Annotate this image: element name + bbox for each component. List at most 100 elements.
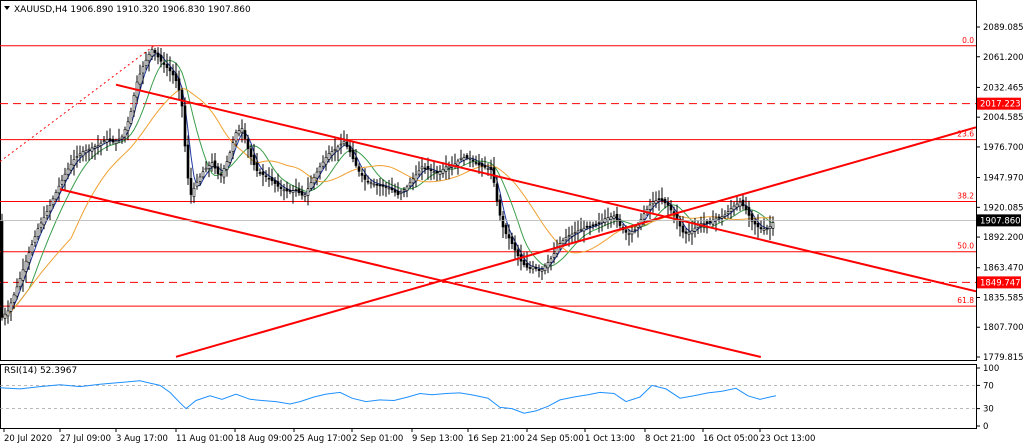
channel-lines[interactable] — [0, 45, 977, 358]
candle-body — [270, 177, 274, 182]
rsi-tick-label: 70 — [983, 381, 994, 391]
candle-body — [537, 269, 541, 271]
candle-body — [582, 227, 586, 232]
candle-body — [663, 199, 667, 204]
trend-line[interactable] — [175, 126, 977, 358]
candle-body — [159, 54, 163, 62]
candle-body — [381, 184, 385, 187]
candle-body — [312, 176, 316, 184]
candle-body — [618, 219, 622, 226]
candle-body — [225, 161, 229, 170]
candle-body — [189, 178, 193, 195]
price-tick-label: 1779.815 — [983, 353, 1024, 363]
candle-body — [510, 236, 514, 244]
candle-body — [294, 189, 298, 191]
candle-body — [198, 176, 202, 182]
candle-body — [402, 189, 406, 192]
candle-body — [765, 228, 769, 231]
candle-body — [120, 136, 124, 140]
fib-level-label: 50.0 — [957, 242, 974, 251]
candle-body — [222, 168, 226, 178]
candle-body — [693, 227, 697, 232]
candle-body — [87, 148, 91, 151]
candle-body — [684, 231, 688, 234]
candle-body — [651, 201, 655, 205]
candle-body — [291, 190, 295, 193]
candle-body — [99, 142, 103, 146]
fibonacci-layer: 0.0 23.6 38.2 50.0 61.8 — [0, 36, 976, 307]
level-price-box — [977, 97, 1021, 110]
candle-body — [342, 140, 346, 145]
candle-body — [552, 253, 556, 258]
candle-body — [522, 260, 526, 265]
candle-body — [708, 221, 712, 223]
candle-body — [258, 172, 262, 174]
price-tick-label: 1863.470 — [983, 264, 1024, 274]
candle-body — [105, 139, 109, 143]
trend-line[interactable] — [115, 83, 977, 293]
candle-body — [360, 172, 364, 176]
candle-body — [624, 229, 628, 233]
time-tick-label: 9 Sep 13:00 — [412, 434, 463, 444]
candle-body — [384, 186, 388, 188]
current-price-label: 1907.860 — [980, 216, 1021, 226]
candle-body — [627, 233, 631, 235]
candle-body — [414, 174, 418, 182]
candle-body — [156, 52, 160, 58]
candle-body — [630, 231, 634, 235]
candle-body — [390, 187, 394, 191]
price-tick-label: 1976.700 — [983, 143, 1024, 153]
time-tick-label: 16 Oct 05:00 — [703, 434, 758, 444]
candle-body — [273, 180, 277, 184]
candle-body — [447, 165, 451, 169]
rsi-line — [0, 380, 777, 414]
candle-body — [378, 184, 382, 187]
time-tick-label: 24 Sep 05:00 — [527, 434, 584, 444]
candle-body — [573, 232, 577, 234]
time-tick-label: 16 Sep 21:00 — [468, 434, 525, 444]
candle-body — [747, 207, 751, 216]
candle-body — [69, 163, 73, 171]
candle-body — [213, 160, 217, 169]
candle-body — [600, 220, 604, 224]
candle-body — [81, 151, 85, 157]
candle-body — [429, 169, 433, 171]
candle-body — [732, 205, 736, 210]
candle-body — [117, 138, 121, 141]
trend-line[interactable] — [59, 188, 762, 358]
candle-body — [336, 146, 340, 152]
candle-body — [426, 166, 430, 170]
candle-body — [513, 242, 517, 251]
candle-body — [195, 181, 199, 187]
candle-body — [612, 215, 616, 219]
candle-body — [153, 50, 157, 53]
candle-body — [606, 217, 610, 221]
candle-body — [750, 213, 754, 222]
candle-body — [15, 286, 19, 297]
candle-body — [204, 167, 208, 171]
candle-body — [147, 53, 151, 62]
candle-body — [759, 227, 763, 230]
candle-body — [327, 153, 331, 160]
candle-body — [642, 213, 646, 220]
price-tick-label: 1892.200 — [983, 233, 1024, 243]
candle-body — [669, 204, 673, 211]
candle-body — [33, 236, 37, 243]
candle-body — [648, 204, 652, 210]
candle-body — [72, 159, 76, 166]
candle-body — [756, 223, 760, 228]
candle-body — [288, 190, 292, 192]
fib-level-label: 61.8 — [957, 296, 974, 305]
candle-body — [63, 173, 67, 181]
candle-body — [285, 188, 289, 192]
candle-body — [141, 66, 145, 74]
level-price-label: 1849.747 — [980, 278, 1021, 288]
rsi-indicator: 100 70 30 0 — [0, 364, 999, 432]
candle-body — [504, 224, 508, 235]
candle-body — [186, 144, 190, 179]
candle-body — [66, 168, 70, 175]
candle-body — [300, 190, 304, 196]
triangle-down-icon[interactable] — [4, 6, 10, 10]
candle-body — [471, 159, 475, 162]
